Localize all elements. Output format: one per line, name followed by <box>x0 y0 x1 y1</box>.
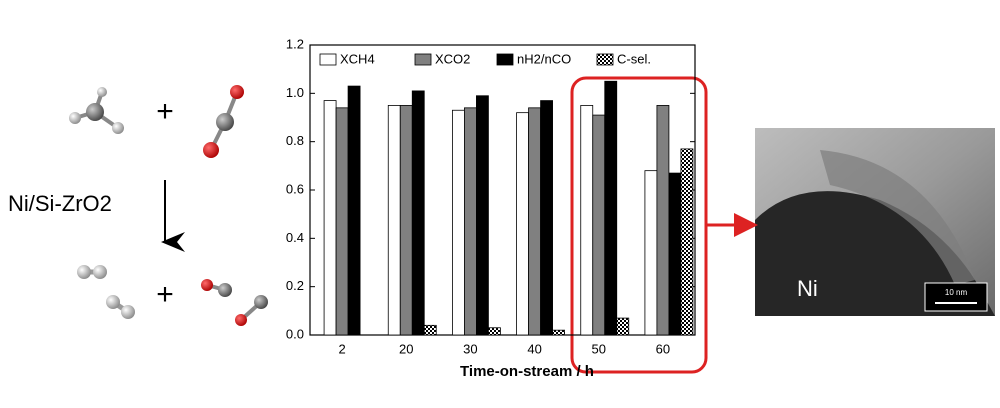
bar <box>399 105 413 336</box>
bar <box>552 329 565 336</box>
plus-sign: + <box>156 95 174 128</box>
catalyst-label: Ni/Si-ZrO2 <box>8 191 112 216</box>
bar <box>616 317 630 336</box>
tem-image: Ni 10 nm <box>755 128 995 316</box>
bar <box>604 80 618 336</box>
h2-molecules <box>77 265 135 319</box>
legend-label: XCH4 <box>340 51 375 66</box>
plus-sign: + <box>156 278 174 311</box>
bar <box>528 107 541 336</box>
x-tick-label: 50 <box>592 341 606 356</box>
y-tick-label: 0.8 <box>286 133 304 148</box>
y-tick-label: 0.6 <box>286 181 304 196</box>
co2-molecule <box>203 85 244 158</box>
legend-swatch <box>596 53 614 66</box>
legend-label: C-sel. <box>617 51 651 66</box>
y-tick-label: 0.2 <box>286 278 304 293</box>
bar <box>347 85 361 336</box>
plot-frame <box>309 44 696 336</box>
bar <box>644 170 658 336</box>
y-tick-label: 1.2 <box>286 36 304 51</box>
bar <box>668 172 682 336</box>
bar <box>580 105 594 336</box>
bar <box>411 90 425 336</box>
bar <box>656 105 670 336</box>
bar <box>464 107 477 336</box>
y-tick-label: 1.0 <box>286 85 304 100</box>
bar <box>540 100 553 336</box>
ch4-molecule <box>69 87 124 134</box>
co-molecules <box>201 279 268 326</box>
bar <box>516 112 529 336</box>
x-tick-label: 20 <box>399 341 413 356</box>
scale-bar-label: 10 nm <box>945 288 968 297</box>
x-tick-label: 30 <box>463 341 477 356</box>
legend-label: XCO2 <box>435 51 470 66</box>
x-tick-label: 2 <box>338 341 345 356</box>
bar <box>387 105 401 336</box>
bar <box>476 95 489 336</box>
y-tick-label: 0.4 <box>286 230 304 245</box>
legend-swatch <box>496 53 514 66</box>
legend-label: nH2/nCO <box>517 51 571 66</box>
legend-swatch <box>319 53 337 66</box>
x-tick-label: 40 <box>527 341 541 356</box>
bar <box>452 109 465 336</box>
bar <box>680 148 694 336</box>
legend-swatch <box>414 53 432 66</box>
bar <box>488 327 501 336</box>
bar <box>335 107 349 336</box>
bar <box>423 324 437 336</box>
ni-label: Ni <box>797 276 818 301</box>
bar <box>323 100 337 336</box>
x-axis-label: Time-on-stream / h <box>460 363 594 380</box>
x-tick-label: 60 <box>656 341 670 356</box>
bar <box>592 114 606 336</box>
y-tick-label: 0.0 <box>286 326 304 341</box>
